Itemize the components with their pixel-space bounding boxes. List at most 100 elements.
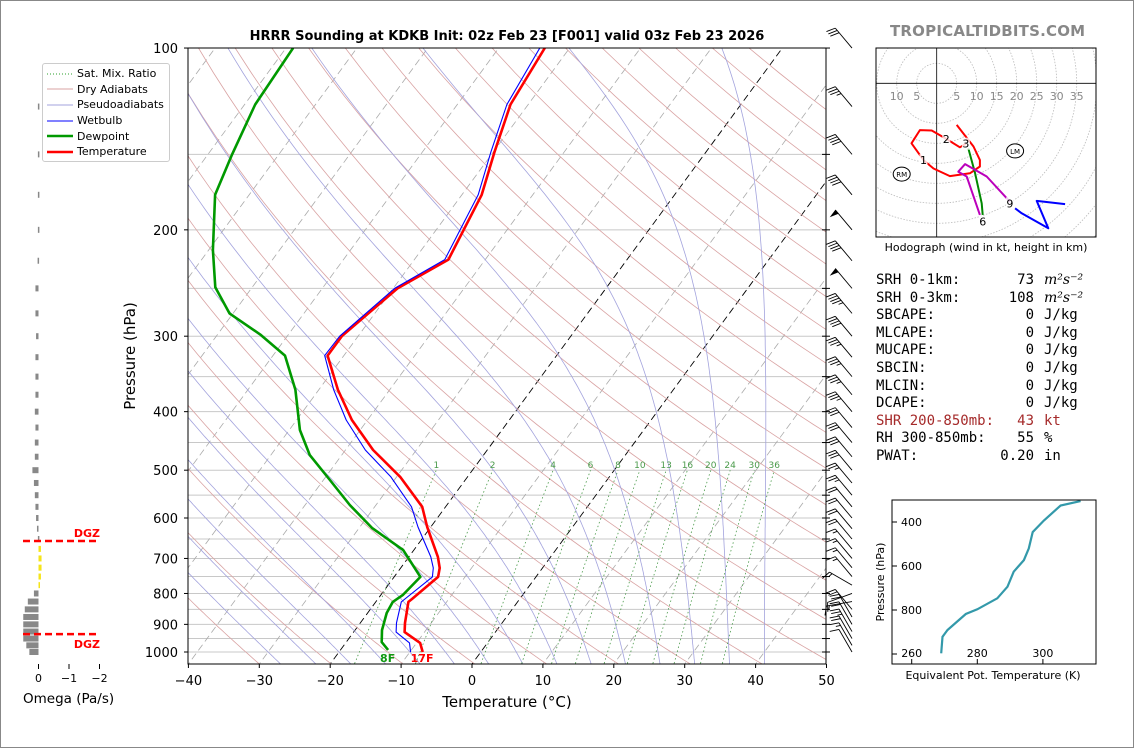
parameter-value: 43 (1017, 412, 1034, 429)
omega-bar (23, 628, 39, 635)
barb-staff (838, 608, 853, 632)
barb-staff (834, 449, 853, 471)
barb-staff (834, 538, 853, 559)
omega-bar (38, 564, 42, 571)
barb-full (829, 629, 840, 632)
x-tick-label: −40 (175, 674, 202, 689)
y-tick-label: 100 (153, 42, 178, 57)
barb-staff (838, 601, 853, 625)
omega-axis-label: Omega (Pa/s) (23, 691, 114, 707)
x-tick-label: −10 (387, 674, 414, 689)
height-label-bg (942, 132, 951, 145)
wind-barb (826, 547, 853, 568)
barb-full (826, 462, 836, 467)
wind-barb (826, 497, 853, 519)
barb-full (830, 360, 840, 366)
hodograph-plot: 10 5 5 10 15 20 25 30 35 1 2 3 6 9 RM LM (876, 48, 1096, 237)
barb-full (829, 594, 840, 597)
mixing-ratio-label: 36 (769, 461, 781, 471)
mixing-ratio-line (699, 470, 755, 664)
dgz-label: DGZ (74, 527, 100, 540)
barb-staff (834, 528, 853, 550)
barb-staff (834, 462, 853, 484)
barb-staff (834, 407, 853, 428)
barb-half (832, 549, 838, 553)
parameter-unit: J/kg (1044, 395, 1078, 412)
barb-staff (838, 622, 853, 646)
barb-full (826, 538, 836, 543)
dgz-label: DGZ (74, 638, 100, 651)
wind-barb (829, 601, 853, 625)
theta-e-line (940, 500, 1081, 654)
moist-adiabat (188, 370, 455, 664)
y-tick-label: 900 (153, 618, 178, 633)
sounding-parameters: SRH 0-1km: 73 m²s⁻² SRH 0-3km: 108 m²s⁻² SBCAP… (876, 272, 1096, 466)
barb-staff (834, 556, 853, 577)
y-tick-label: 500 (153, 464, 178, 479)
barb-full (826, 374, 836, 379)
dry-adiabat (188, 532, 332, 664)
legend-label: Wetbulb (77, 114, 123, 128)
barb-staff (834, 315, 853, 337)
barb-staff (834, 293, 853, 314)
y-tick-label: 800 (153, 587, 178, 602)
barb-full (828, 358, 838, 363)
legend-swatch (47, 150, 73, 154)
dry-adiabat (308, 48, 826, 506)
barb-full (824, 605, 827, 616)
omega-bar (37, 151, 40, 158)
surface-dewpoint-label: 8F (380, 652, 395, 665)
hodograph-segment-3-6km (967, 148, 984, 215)
mixing-ratio-label: 20 (705, 461, 717, 471)
barb-full (829, 615, 840, 619)
parameter-row: SRH 0-1km: 73 m²s⁻² (876, 272, 1096, 290)
omega-bar (36, 515, 39, 522)
omega-bar (35, 424, 39, 431)
barb-full (826, 27, 836, 33)
omega-bar (34, 439, 39, 446)
dry-adiabat (271, 48, 826, 543)
barb-full (830, 244, 840, 250)
barb-full (828, 477, 838, 482)
omega-bar (27, 598, 39, 605)
barb-full (832, 322, 842, 328)
omega-bar (37, 226, 40, 233)
barb-full (828, 242, 838, 248)
parameter-row: SBCAPE: 0 J/kg (876, 307, 1096, 325)
wind-barb (829, 209, 853, 231)
mixing-ratio-line (550, 470, 619, 664)
dry-adiabat (188, 467, 404, 664)
omega-bar (35, 354, 39, 361)
parameter-label: SRH 0-3km: (876, 289, 961, 306)
omega-bar (35, 373, 39, 380)
moist-adiabat (188, 459, 387, 664)
hodograph-ring-label: 10 (970, 90, 984, 103)
wind-barb (826, 134, 853, 155)
y-tick-label: 400 (153, 406, 178, 421)
isotherm (400, 84, 826, 664)
barb-staff (834, 240, 853, 262)
barb-full (826, 474, 836, 480)
mixing-ratio-label: 10 (634, 461, 646, 471)
barb-half (836, 363, 842, 366)
legend-item: Dewpoint (43, 128, 169, 144)
barb-full (826, 508, 836, 513)
barb-staff (834, 497, 853, 519)
wind-barb (826, 449, 853, 471)
barb-full (831, 596, 841, 600)
barb-full (826, 547, 836, 552)
highlighted-isotherm (329, 48, 783, 664)
x-tick-label: 40 (747, 674, 764, 689)
omega-bar (36, 333, 39, 340)
parameter-unit: J/kg (1044, 324, 1078, 341)
barb-full (830, 426, 840, 432)
barb-half (836, 93, 842, 96)
barb-half (838, 302, 844, 305)
y-tick-label: 700 (153, 552, 178, 567)
barb-full (828, 452, 838, 457)
barb-full (831, 611, 841, 614)
theta-e-x-tick-label: 260 (901, 647, 922, 660)
barb-half (832, 558, 838, 562)
barb-full (826, 422, 836, 427)
